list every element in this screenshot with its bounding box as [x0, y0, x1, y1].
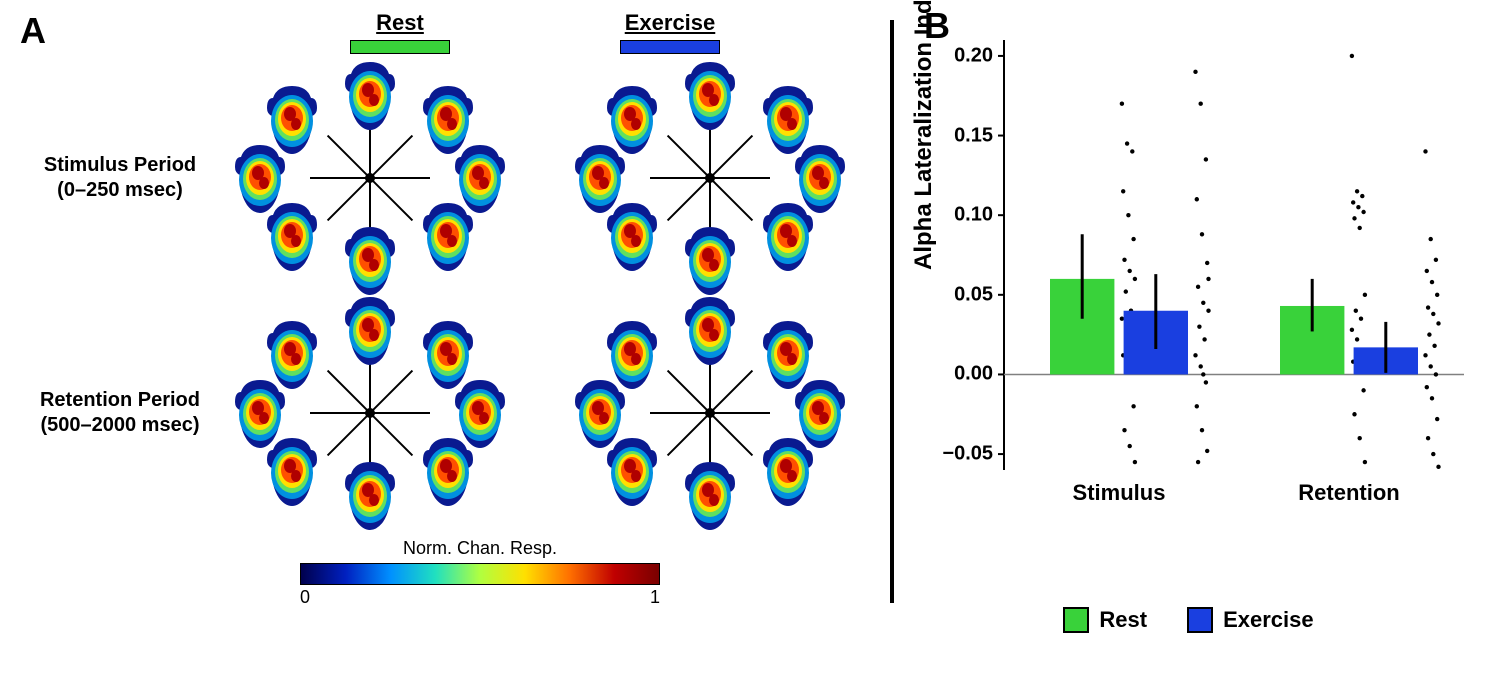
topography-head	[341, 460, 399, 530]
topography-rows: Stimulus Period(0–250 msec)	[20, 60, 870, 530]
topography-head	[759, 319, 817, 389]
colorbar-wrap: Norm. Chan. Resp. 0 1	[300, 538, 660, 608]
colorbar-min: 0	[300, 587, 310, 608]
y-tick-label: 0.05	[954, 283, 993, 306]
panel-a: A Rest Exercise Stimulus Period(0–250 ms…	[20, 10, 890, 663]
legend-item-exercise: Exercise	[1187, 607, 1314, 633]
condition-headers: Rest Exercise	[200, 10, 870, 54]
panel-a-label: A	[20, 10, 46, 52]
colorbar-title: Norm. Chan. Resp.	[300, 538, 660, 559]
legend-label-rest: Rest	[1099, 607, 1147, 633]
y-tick-label: 0.15	[954, 124, 993, 147]
topography-head	[419, 201, 477, 271]
topography-head	[419, 319, 477, 389]
row-label: Retention Period(500–2000 msec)	[20, 388, 220, 438]
topography-head	[341, 225, 399, 295]
topography-head	[759, 201, 817, 271]
topography-head	[603, 436, 661, 506]
y-tick-label: 0.10	[954, 204, 993, 227]
topography-head	[681, 460, 739, 530]
legend: Rest Exercise	[894, 607, 1483, 633]
colorbar-max: 1	[650, 587, 660, 608]
condition-name-rest: Rest	[376, 10, 424, 35]
topography-head	[759, 84, 817, 154]
legend-swatch-exercise	[1187, 607, 1213, 633]
colorbar-ticks: 0 1	[300, 587, 660, 608]
topography-head	[759, 436, 817, 506]
y-tick-label: −0.05	[942, 443, 993, 466]
topography-head	[419, 84, 477, 154]
condition-header-rest: Rest	[350, 10, 450, 54]
topography-head	[341, 60, 399, 130]
topography-grid	[560, 298, 860, 528]
topography-row: Retention Period(500–2000 msec)	[20, 295, 870, 530]
topography-head	[263, 201, 321, 271]
legend-label-exercise: Exercise	[1223, 607, 1314, 633]
topography-head	[681, 295, 739, 365]
topography-head	[263, 436, 321, 506]
condition-bar-rest	[350, 40, 450, 54]
x-category-label: Stimulus	[1073, 480, 1166, 506]
topography-row: Stimulus Period(0–250 msec)	[20, 60, 870, 295]
topography-head	[341, 295, 399, 365]
bar-chart	[994, 30, 1474, 510]
row-label: Stimulus Period(0–250 msec)	[20, 153, 220, 203]
y-tick-label: 0.20	[954, 44, 993, 67]
condition-header-exercise: Exercise	[620, 10, 720, 54]
panel-b: B Alpha Lateralization Index −0.050.000.…	[894, 10, 1483, 663]
legend-swatch-rest	[1063, 607, 1089, 633]
topography-head	[419, 436, 477, 506]
topography-head	[681, 60, 739, 130]
condition-name-exercise: Exercise	[625, 10, 716, 35]
y-tick-label: 0.00	[954, 363, 993, 386]
topography-grid	[220, 63, 520, 293]
topography-grid	[220, 298, 520, 528]
topography-head	[603, 201, 661, 271]
topography-grid	[560, 63, 860, 293]
colorbar	[300, 563, 660, 585]
legend-item-rest: Rest	[1063, 607, 1147, 633]
y-axis-label: Alpha Lateralization Index	[910, 0, 938, 270]
condition-bar-exercise	[620, 40, 720, 54]
x-category-label: Retention	[1298, 480, 1399, 506]
topography-head	[681, 225, 739, 295]
